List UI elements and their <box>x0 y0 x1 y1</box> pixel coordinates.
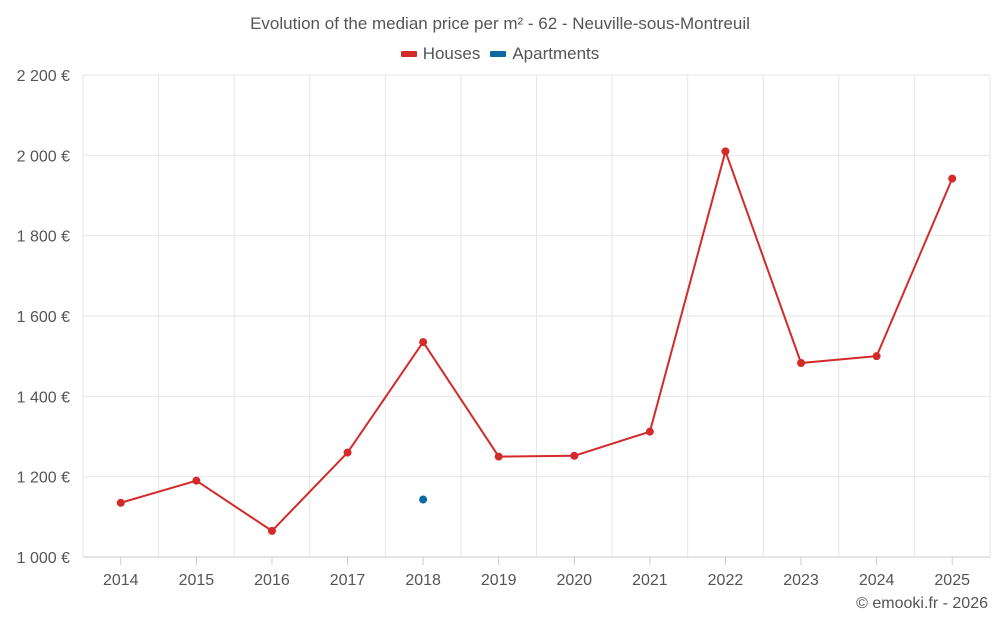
y-tick-label: 2 000 € <box>17 148 70 165</box>
y-tick-label: 1 200 € <box>17 470 70 487</box>
y-tick-label: 1 000 € <box>17 550 70 567</box>
legend-item-houses[interactable]: Houses <box>400 44 481 64</box>
y-tick-label: 2 200 € <box>17 68 70 85</box>
x-tick-label: 2019 <box>481 572 517 589</box>
y-tick-label: 1 800 € <box>17 229 70 246</box>
series-line-houses <box>120 150 954 532</box>
series <box>116 147 957 535</box>
x-tick-label: 2016 <box>254 572 290 589</box>
x-tick-label: 2024 <box>859 572 895 589</box>
axes: 1 000 € 1 200 € 1 400 € 1 600 € 1 800 € 2 000… <box>17 68 990 589</box>
data-point-apartments[interactable] <box>419 495 428 504</box>
data-point-houses[interactable] <box>797 358 806 367</box>
x-tick-label: 2014 <box>103 572 139 589</box>
data-point-houses[interactable] <box>343 448 352 457</box>
data-point-houses[interactable] <box>872 352 881 361</box>
x-tick-label: 2015 <box>179 572 215 589</box>
grid <box>82 74 991 557</box>
legend-swatch-houses <box>400 51 417 57</box>
data-point-houses[interactable] <box>721 147 730 156</box>
data-point-houses[interactable] <box>948 174 957 183</box>
legend-swatch-apartments <box>490 51 507 57</box>
data-point-houses[interactable] <box>494 452 503 461</box>
data-point-houses[interactable] <box>116 498 125 507</box>
y-tick-label: 1 400 € <box>17 389 70 406</box>
data-point-houses[interactable] <box>192 476 201 485</box>
x-tick-label: 2025 <box>934 572 970 589</box>
data-point-houses[interactable] <box>570 451 579 460</box>
legend-label-apartments: Apartments <box>512 44 600 63</box>
x-tick-label: 2023 <box>783 572 819 589</box>
x-tick-label: 2022 <box>708 572 744 589</box>
x-tick-label: 2018 <box>405 572 441 589</box>
data-point-houses[interactable] <box>645 427 654 436</box>
x-tick-label: 2021 <box>632 572 668 589</box>
y-tick-label: 1 600 € <box>17 309 70 326</box>
x-tick-label: 2017 <box>330 572 366 589</box>
data-point-houses[interactable] <box>419 338 428 347</box>
data-point-houses[interactable] <box>267 526 276 535</box>
x-tick-label: 2020 <box>556 572 592 589</box>
legend-label-houses: Houses <box>422 44 481 63</box>
legend-item-apartments[interactable]: Apartments <box>490 44 599 64</box>
chart-title: Evolution of the median price per m² - 6… <box>250 14 750 33</box>
legend: Houses Apartments <box>0 44 1000 64</box>
credits[interactable]: © emooki.fr - 2026 <box>856 595 988 612</box>
